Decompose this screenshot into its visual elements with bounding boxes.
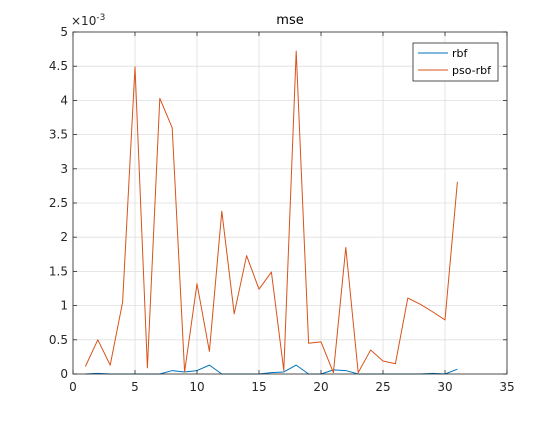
tick-labels: 0 5 10 15 20 25 30 35 0 0.5 1 1.5 2 2.5 3 3.5 4 4.5 5 xyxy=(49,25,515,394)
y-tick-label: 0.5 xyxy=(49,333,68,347)
x-tick-label: 0 xyxy=(69,380,77,394)
x-tick-label: 5 xyxy=(131,380,139,394)
y-exponent-label: ×10-3 xyxy=(71,13,105,28)
y-tick-label: 2 xyxy=(60,230,68,244)
y-tick-label: 4.5 xyxy=(49,59,68,73)
legend-label-pso-rbf: pso-rbf xyxy=(452,64,492,77)
y-exponent-power: -3 xyxy=(96,13,105,23)
y-exponent-base: ×10 xyxy=(71,14,96,28)
axis-ticks xyxy=(72,31,508,375)
x-tick-label: 25 xyxy=(375,380,390,394)
series-line-pso-rbf xyxy=(84,50,458,374)
y-tick-label: 1.5 xyxy=(49,264,68,278)
x-tick-label: 35 xyxy=(499,380,514,394)
legend-label-rbf: rbf xyxy=(452,47,469,60)
x-tick-label: 30 xyxy=(437,380,452,394)
y-tick-label: 5 xyxy=(60,25,68,39)
y-tick-label: 3 xyxy=(60,162,68,176)
y-tick-label: 4 xyxy=(60,93,68,107)
legend-box xyxy=(412,42,499,82)
x-tick-label: 10 xyxy=(189,380,204,394)
x-tick-label: 20 xyxy=(313,380,328,394)
y-tick-label: 1 xyxy=(60,299,68,313)
legend: rbf pso-rbf xyxy=(412,42,499,82)
y-tick-label: 0 xyxy=(60,367,68,381)
chart-title: mse xyxy=(276,13,303,28)
x-tick-label: 15 xyxy=(251,380,266,394)
y-tick-label: 3.5 xyxy=(49,128,68,142)
y-tick-label: 2.5 xyxy=(49,196,68,210)
